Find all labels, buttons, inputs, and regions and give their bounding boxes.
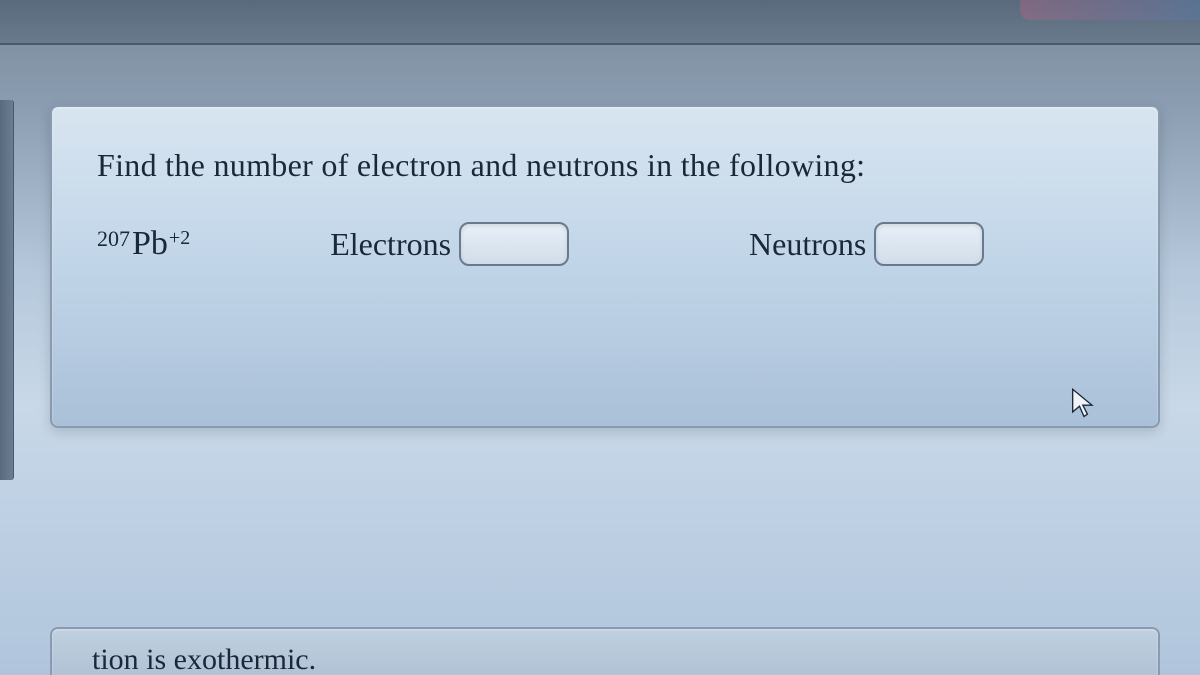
element-symbol: Pb	[132, 225, 168, 263]
neutrons-label: Neutrons	[749, 226, 866, 263]
top-bar	[0, 0, 1200, 45]
electrons-input[interactable]	[459, 222, 569, 266]
answer-row: 207 Pb +2 Electrons Neutrons	[97, 222, 1113, 266]
question-prompt: Find the number of electron and neutrons…	[97, 147, 1113, 184]
electrons-group: Electrons	[330, 222, 569, 266]
mass-number: 207	[97, 226, 130, 252]
neutrons-group: Neutrons	[749, 222, 984, 266]
question-box: Find the number of electron and neutrons…	[50, 105, 1160, 428]
top-accent	[1020, 0, 1200, 20]
left-edge	[0, 100, 14, 480]
neutrons-input[interactable]	[874, 222, 984, 266]
ion-charge: +2	[169, 227, 190, 250]
cursor-icon	[1070, 387, 1098, 421]
partial-text: tion is exothermic.	[92, 643, 316, 675]
next-question-partial: tion is exothermic.	[50, 627, 1160, 675]
isotope-notation: 207 Pb +2	[97, 225, 190, 263]
electrons-label: Electrons	[330, 226, 451, 263]
